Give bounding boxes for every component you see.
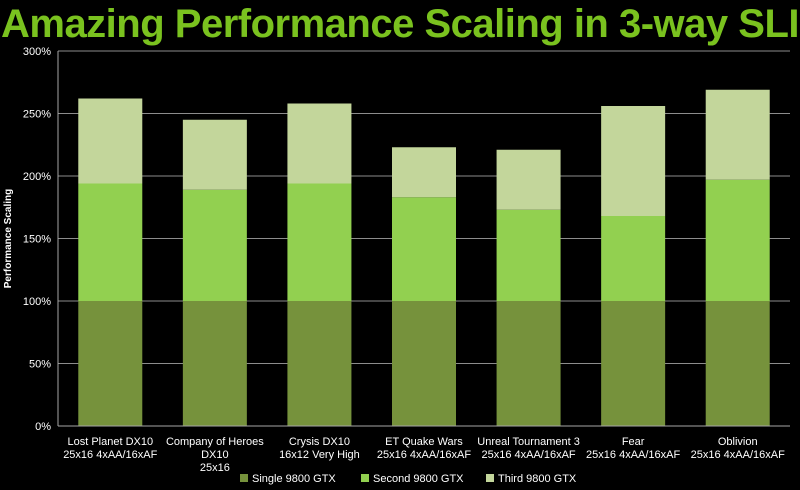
bar-segment-1 xyxy=(601,301,666,426)
x-tick-label: 25x16 4xAA/16xAF xyxy=(691,449,785,461)
legend-swatch xyxy=(240,474,248,482)
y-tick-label: 300% xyxy=(23,46,51,58)
bar-segment-3 xyxy=(287,103,352,184)
y-tick-label: 250% xyxy=(23,109,51,121)
x-tick-label: Crysis DX10 xyxy=(289,436,350,448)
bar-segment-2 xyxy=(78,183,143,301)
legend-swatch xyxy=(486,474,494,482)
y-tick-label: 50% xyxy=(29,359,51,371)
bar-segment-3 xyxy=(392,147,456,198)
x-tick-label: Oblivion xyxy=(718,436,758,448)
y-tick-label: 100% xyxy=(23,296,51,308)
x-tick-label: Lost Planet DX10 xyxy=(67,436,153,448)
x-tick-label: 25x16 4xAA/16xAF xyxy=(481,449,575,461)
bar-segment-1 xyxy=(78,301,143,426)
legend-label: Second 9800 GTX xyxy=(373,473,464,485)
bar-segment-3 xyxy=(496,149,561,210)
bar-segment-1 xyxy=(705,301,770,426)
legend: Single 9800 GTX Second 9800 GTX Third 9800… xyxy=(240,473,577,485)
legend-label: Third 9800 GTX xyxy=(498,473,577,485)
x-tick-label: 25x16 4xAA/16xAF xyxy=(377,449,471,461)
slide-title: Amazing Performance Scaling in 3-way SLI xyxy=(0,2,800,46)
bar-segment-2 xyxy=(182,189,247,301)
y-tick-label: 0% xyxy=(35,421,51,433)
bar-segment-1 xyxy=(287,301,352,426)
x-tick-label: Company of Heroes xyxy=(166,436,264,448)
bar-segment-3 xyxy=(78,98,143,184)
bar-segment-2 xyxy=(601,216,666,301)
bar-segment-2 xyxy=(392,197,456,301)
legend-label: Single 9800 GTX xyxy=(252,473,336,485)
bar-segment-1 xyxy=(182,301,247,426)
bar-segment-1 xyxy=(496,301,561,426)
bar-segment-2 xyxy=(287,183,352,301)
x-tick-label: 25x16 4xAA/16xAF xyxy=(586,449,680,461)
y-axis-title: Performance Scaling xyxy=(3,189,14,288)
x-tick-label: Unreal Tournament 3 xyxy=(477,436,580,448)
bar-segment-3 xyxy=(182,119,247,190)
legend-swatch xyxy=(361,474,369,482)
y-tick-label: 150% xyxy=(23,234,51,246)
x-tick-label: Fear xyxy=(622,436,645,448)
axes: 0% 50% 100% 150% 200% 250% 300% Performance Sca… xyxy=(3,46,790,474)
bar-segment-3 xyxy=(705,89,770,180)
x-tick-label: DX10 xyxy=(201,449,229,461)
x-tick-label: ET Quake Wars xyxy=(385,436,463,448)
bar-segment-2 xyxy=(705,179,770,301)
bar-segment-2 xyxy=(496,209,561,301)
x-tick-label: 25x16 4xAA/16xAF xyxy=(63,449,157,461)
bar-segment-3 xyxy=(601,106,666,216)
bars xyxy=(78,89,770,426)
x-tick-label: 25x16 xyxy=(200,462,230,474)
y-tick-label: 200% xyxy=(23,171,51,183)
x-tick-label: 16x12 Very High xyxy=(279,449,360,461)
bar-segment-1 xyxy=(392,301,456,426)
